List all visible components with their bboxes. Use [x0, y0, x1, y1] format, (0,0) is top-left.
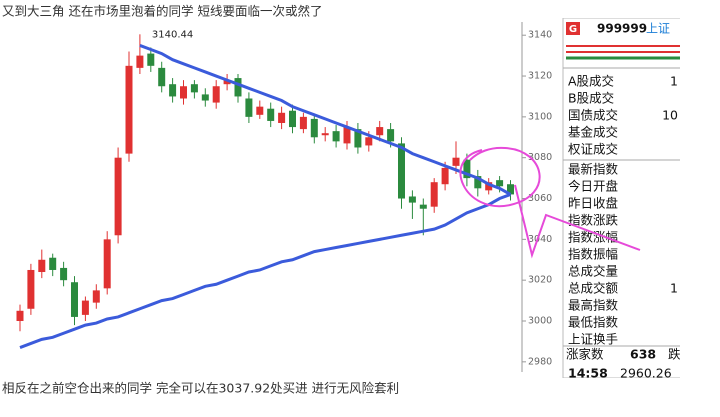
advance-count: 638	[630, 347, 656, 362]
candle-body	[125, 65, 133, 154]
candle-body	[474, 176, 482, 189]
row-label: 最高指数	[568, 298, 619, 313]
row-label: 权证成交	[568, 142, 618, 157]
row-label: B股成交	[568, 91, 614, 106]
row-label: 最新指数	[568, 162, 619, 177]
y-tick-label: 3060	[528, 193, 552, 204]
candle-body	[441, 167, 449, 185]
moving-average	[139, 44, 512, 196]
row-label: 总成交量	[568, 264, 618, 279]
decline-label: 跌	[668, 347, 681, 362]
candle-body	[463, 159, 471, 179]
row-label: 总成交额	[568, 281, 619, 296]
candle-body	[496, 180, 504, 187]
y-tick-label: 3000	[528, 316, 552, 327]
code: 999999	[597, 22, 647, 36]
candle-body	[114, 157, 122, 236]
candle-body	[136, 55, 144, 68]
candle-body	[256, 106, 264, 115]
candle-body	[27, 269, 35, 309]
candle-body	[321, 133, 329, 136]
caption-bottom: 相反在之前空仓出来的同学 完全可以在3037.92处买进 进行无风险套利	[2, 381, 399, 396]
y-tick-label: 2980	[528, 356, 552, 367]
candle-body	[267, 108, 275, 121]
row-label: 指数涨跌	[568, 213, 619, 228]
candle-body	[158, 67, 166, 87]
candle-body	[223, 80, 231, 85]
y-tick-label: 3120	[528, 71, 552, 82]
candle-body	[38, 259, 46, 273]
candle-body	[419, 204, 427, 209]
candle-body	[332, 131, 340, 142]
candle-body	[49, 257, 57, 270]
candle-body	[343, 127, 351, 144]
row-label: 上证换手	[568, 332, 618, 347]
badge: G	[569, 24, 577, 35]
arrow-mark	[514, 184, 641, 259]
candle-body	[485, 182, 493, 191]
row-label: A股成交	[568, 74, 614, 89]
row-value: 10	[662, 108, 678, 123]
row-label: 指数涨幅	[568, 230, 618, 245]
last: 2960.26	[620, 366, 672, 381]
candle-body	[299, 116, 307, 130]
candle-body	[278, 112, 286, 123]
candle-body	[408, 196, 416, 203]
candle-body	[180, 86, 187, 99]
y-tick-label: 3140	[528, 30, 552, 41]
candle-body	[212, 86, 220, 103]
candle-body	[452, 157, 460, 166]
row-label: 今日开盘	[568, 179, 618, 194]
candle-body	[507, 184, 514, 195]
chart: 2980 3000 3020 3040 3060 3080 3100 3120 3140 3140…	[16, 29, 552, 367]
candle-body	[365, 137, 373, 146]
row-label: 昨日收盘	[568, 196, 618, 211]
circle-mark	[459, 146, 541, 208]
candle-body	[387, 129, 395, 142]
candle-body	[201, 94, 209, 101]
row-value: 1	[670, 74, 678, 89]
row-label: 国债成交	[568, 108, 618, 123]
y-tick-label: 3080	[528, 152, 552, 163]
caption-top: 又到大三角 还在市场里泡着的同学 短线要面临一次或然了	[2, 4, 322, 19]
candle-body	[245, 98, 253, 117]
row-value: 1	[670, 281, 678, 296]
candle-body	[103, 239, 111, 289]
y-tick-label: 3100	[528, 111, 552, 122]
row-label: 最低指数	[568, 315, 619, 330]
y-tick-label: 3040	[528, 234, 552, 245]
candle-body	[190, 84, 198, 93]
candle-body	[354, 129, 362, 148]
candle-body	[169, 84, 177, 97]
advance-label: 涨家数	[566, 347, 604, 362]
candle-body	[92, 290, 100, 303]
candle-body	[310, 118, 318, 138]
candle-body	[289, 110, 296, 128]
candle-body	[147, 53, 155, 66]
candle-body	[376, 127, 384, 136]
candle-body	[16, 310, 24, 322]
candle-body	[60, 267, 68, 281]
row-label: 指数振幅	[568, 247, 618, 262]
peak-label: 3140.44	[152, 29, 193, 40]
quote-panel: G 999999 上证 涨家数 638 跌 14:58 2960.26 A股成交…	[562, 18, 681, 381]
panel-frame	[562, 18, 680, 378]
y-tick-label: 3020	[528, 275, 552, 286]
time: 14:58	[568, 366, 608, 381]
moving-average	[19, 193, 512, 349]
row-label: 基金成交	[568, 125, 618, 140]
candle-body	[430, 182, 438, 207]
badge-box	[566, 22, 580, 35]
market: 上证	[646, 22, 670, 36]
hand-drawing	[459, 146, 641, 259]
candle-body	[398, 143, 405, 199]
candle-body	[81, 300, 89, 315]
candle-body	[71, 282, 78, 317]
candle-body	[234, 78, 242, 97]
